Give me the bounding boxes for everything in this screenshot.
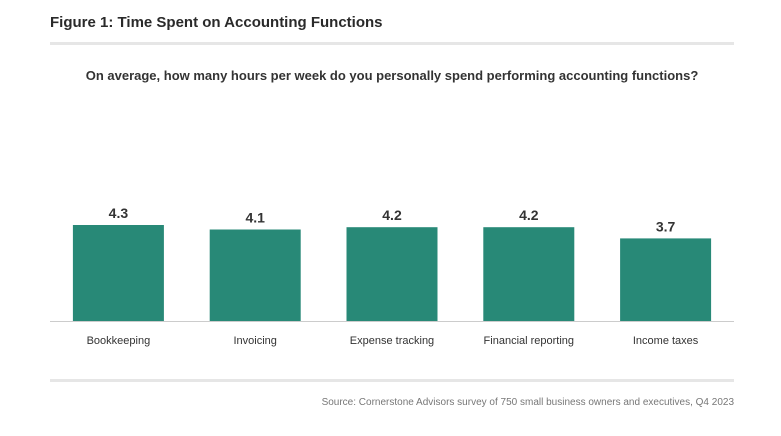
category-label: Invoicing	[233, 335, 276, 347]
bar-bookkeeping	[72, 225, 164, 321]
category-label: Expense tracking	[350, 335, 434, 347]
value-label: 4.3	[109, 205, 129, 221]
category-label: Bookkeeping	[87, 335, 151, 347]
survey-question: On average, how many hours per week do y…	[85, 68, 699, 83]
figure-title: Figure 1: Time Spent on Accounting Funct…	[50, 14, 383, 31]
bar-expense-tracking	[346, 227, 438, 321]
top-divider	[50, 42, 734, 45]
bar-invoicing	[209, 229, 301, 321]
category-label: Income taxes	[633, 335, 699, 347]
value-label: 4.1	[245, 210, 265, 226]
value-label: 3.7	[656, 218, 676, 234]
source-note: Source: Cornerstone Advisors survey of 7…	[321, 397, 734, 408]
bar-financial-reporting	[483, 227, 575, 321]
value-label: 4.2	[382, 207, 402, 223]
bottom-divider	[50, 379, 734, 382]
bar-income-taxes	[620, 238, 712, 321]
category-label: Financial reporting	[484, 335, 575, 347]
value-label: 4.2	[519, 207, 539, 223]
